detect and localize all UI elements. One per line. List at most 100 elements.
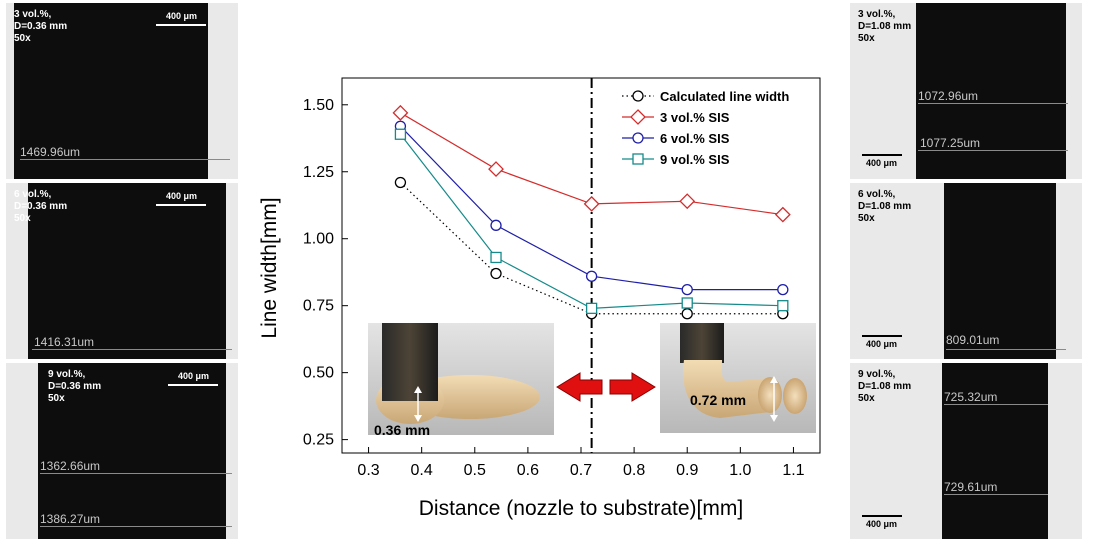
measurement-label: 725.32um <box>944 390 998 404</box>
scale-label: 400 μm <box>866 339 898 349</box>
micrograph-6vol-108: 6 vol.%, D=1.08 mm 50x 809.01um 400 μm <box>850 183 1082 359</box>
x-tick-label: 1.1 <box>782 462 804 479</box>
substrate-left <box>850 363 942 539</box>
measure-line <box>20 159 230 160</box>
measure-line <box>944 494 1048 495</box>
scale-label: 400 μm <box>866 158 898 168</box>
x-tick-label: 0.7 <box>570 462 592 479</box>
legend-label: 3 vol.% SIS <box>660 110 730 125</box>
scale-label: 400 μm <box>166 191 198 201</box>
micrograph-info: 6 vol.%, D=1.08 mm 50x <box>858 189 912 224</box>
data-point <box>394 176 407 189</box>
data-point <box>490 267 502 280</box>
x-tick-label: 1.0 <box>729 462 751 479</box>
micrograph-info: 3 vol.%, D=1.08 mm 50x <box>858 9 912 44</box>
legend-label: 6 vol.% SIS <box>660 131 730 146</box>
micrograph-9vol-036: 9 vol.%, D=0.36 mm 50x 400 μm 1362.66um … <box>6 363 238 539</box>
data-point <box>679 193 696 210</box>
scale-label: 400 μm <box>166 11 198 21</box>
micrograph-9vol-108: 9 vol.%, D=1.08 mm 50x 725.32um 729.61um… <box>850 363 1082 539</box>
x-tick-label: 0.4 <box>411 462 433 479</box>
data-point <box>488 161 504 177</box>
data-point <box>681 308 693 320</box>
measurement-label: 1416.31um <box>34 335 95 349</box>
x-tick-label: 0.3 <box>357 462 379 479</box>
scale-bar <box>156 24 206 26</box>
nozzle <box>382 323 438 401</box>
y-tick-label: 0.50 <box>303 365 334 382</box>
scale-label: 400 μm <box>178 371 210 381</box>
left-arrow <box>556 372 603 402</box>
legend: Calculated line width 3 vol.% SIS 6 vol.% … <box>622 89 789 167</box>
substrate-left <box>850 3 916 179</box>
micrograph-3vol-036: 3 vol.%, D=0.36 mm 50x 400 μm 1469.96um <box>6 3 238 179</box>
arrow-head <box>770 415 778 422</box>
data-point <box>490 251 502 264</box>
x-tick-label: 0.9 <box>676 462 698 479</box>
micrograph-info: 3 vol.%, D=0.36 mm 50x <box>14 9 68 44</box>
data-point <box>632 153 644 165</box>
data-point <box>632 132 644 144</box>
measurement-label: 1362.66um <box>40 459 101 473</box>
data-point <box>777 283 789 296</box>
legend-label: 9 vol.% SIS <box>660 152 730 167</box>
substrate-right <box>208 3 238 179</box>
arrow-head <box>414 415 422 422</box>
inset-036: 0.36 mm <box>368 323 554 438</box>
y-tick-label: 0.25 <box>303 432 334 449</box>
right-arrow <box>609 372 656 402</box>
x-tick-label: 0.8 <box>623 462 645 479</box>
data-point <box>585 270 598 282</box>
data-point <box>681 297 693 309</box>
data-point <box>681 283 693 296</box>
inset-072: 0.72 mm <box>660 323 816 433</box>
measure-line <box>40 526 232 527</box>
legend-label: Calculated line width <box>660 89 789 104</box>
scale-bar <box>862 335 902 337</box>
data-point <box>632 90 644 102</box>
measure-line <box>946 349 1066 350</box>
measure-line <box>32 349 232 350</box>
measurement-label: 1469.96um <box>20 145 81 159</box>
measure-line <box>918 103 1068 104</box>
data-point <box>583 195 600 212</box>
substrate-right <box>226 363 238 539</box>
substrate-left <box>6 3 14 179</box>
data-point <box>777 300 789 312</box>
fiber-end <box>758 377 782 413</box>
data-point <box>394 128 407 140</box>
measure-line <box>40 473 232 474</box>
x-tick-label: 0.6 <box>517 462 539 479</box>
measurement-label: 1072.96um <box>918 89 979 103</box>
substrate-left <box>850 183 944 359</box>
y-tick-label: 1.50 <box>303 97 334 114</box>
micrograph-6vol-036: 6 vol.%, D=0.36 mm 50x 400 μm 1416.31um <box>6 183 238 359</box>
scale-bar <box>156 204 206 206</box>
substrate-right <box>1056 183 1082 359</box>
scale-bar <box>168 384 218 386</box>
substrate-right <box>1048 363 1082 539</box>
inset-label: 0.72 mm <box>690 392 746 408</box>
fiber-body <box>683 360 770 418</box>
scale-bar <box>862 515 902 517</box>
substrate-left <box>6 363 38 539</box>
fiber-end <box>783 378 807 414</box>
y-axis-title: Line width[mm] <box>258 197 281 338</box>
substrate-right <box>226 183 238 359</box>
data-point <box>774 206 791 223</box>
measurement-label: 1077.25um <box>920 136 981 150</box>
data-point <box>490 219 502 231</box>
inset-label: 0.36 mm <box>374 422 430 438</box>
measurement-label: 809.01um <box>946 333 1000 347</box>
measurement-label: 1386.27um <box>40 512 101 526</box>
measurement-label: 729.61um <box>944 480 998 494</box>
substrate-right <box>1066 3 1082 179</box>
x-tick-label: 0.5 <box>464 462 486 479</box>
arrow-head <box>770 376 778 383</box>
x-axis-title: Distance (nozzle to substrate)[mm] <box>419 497 743 520</box>
micrograph-info: 9 vol.%, D=0.36 mm 50x <box>48 369 102 404</box>
arrow-head <box>414 386 422 393</box>
data-point <box>630 109 646 125</box>
y-tick-label: 1.25 <box>303 164 334 181</box>
scale-bar <box>862 154 902 156</box>
